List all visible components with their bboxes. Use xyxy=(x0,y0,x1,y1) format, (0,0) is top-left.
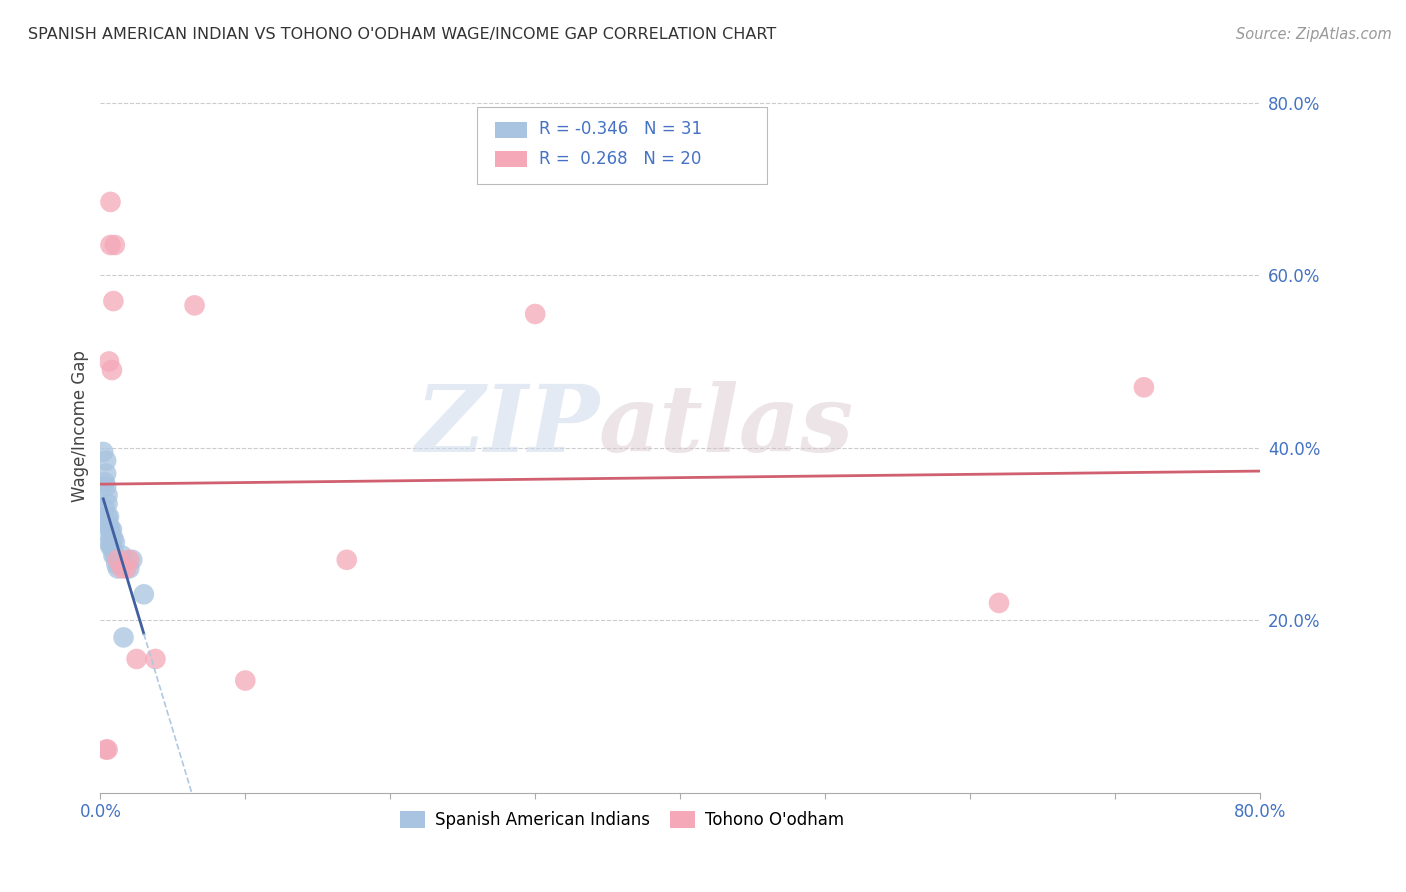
Point xyxy=(93,475,115,490)
Point xyxy=(336,553,359,567)
Point xyxy=(103,294,125,309)
Point xyxy=(104,535,127,549)
Point xyxy=(91,445,114,459)
Point xyxy=(115,561,138,575)
Point xyxy=(103,549,125,563)
Point xyxy=(132,587,155,601)
Point xyxy=(94,742,117,756)
Point xyxy=(101,523,124,537)
Point xyxy=(108,553,131,567)
Point xyxy=(98,509,121,524)
Point xyxy=(118,561,141,575)
Text: R =  0.268   N = 20: R = 0.268 N = 20 xyxy=(538,150,702,168)
Point xyxy=(183,298,205,312)
Point xyxy=(98,523,121,537)
Point xyxy=(97,488,120,502)
Point xyxy=(121,553,143,567)
FancyBboxPatch shape xyxy=(495,152,527,168)
Point xyxy=(97,509,120,524)
Point xyxy=(93,501,115,516)
Legend: Spanish American Indians, Tohono O'odham: Spanish American Indians, Tohono O'odham xyxy=(394,804,851,836)
Text: ZIP: ZIP xyxy=(415,381,599,471)
Point xyxy=(111,561,134,575)
Point xyxy=(104,549,127,563)
Point xyxy=(112,631,135,645)
Point xyxy=(94,453,117,467)
Point xyxy=(118,553,141,567)
Point xyxy=(97,497,120,511)
Point xyxy=(111,549,134,563)
Point xyxy=(97,742,120,756)
Text: atlas: atlas xyxy=(599,381,855,471)
Point xyxy=(101,540,124,554)
Point xyxy=(100,523,122,537)
Point xyxy=(145,652,167,666)
Point xyxy=(100,531,122,545)
Point xyxy=(524,307,547,321)
Point xyxy=(100,238,122,252)
Point xyxy=(103,531,125,545)
Point xyxy=(100,194,122,209)
Point xyxy=(94,479,117,493)
Point xyxy=(107,561,129,575)
FancyBboxPatch shape xyxy=(495,122,527,138)
Point xyxy=(101,363,124,377)
Point xyxy=(1133,380,1156,394)
Point xyxy=(110,557,132,571)
Text: R = -0.346   N = 31: R = -0.346 N = 31 xyxy=(538,120,702,138)
Point xyxy=(98,535,121,549)
Point xyxy=(98,518,121,533)
Point xyxy=(107,553,129,567)
Text: Source: ZipAtlas.com: Source: ZipAtlas.com xyxy=(1236,27,1392,42)
Point xyxy=(125,652,148,666)
FancyBboxPatch shape xyxy=(477,107,768,185)
Text: SPANISH AMERICAN INDIAN VS TOHONO O'ODHAM WAGE/INCOME GAP CORRELATION CHART: SPANISH AMERICAN INDIAN VS TOHONO O'ODHA… xyxy=(28,27,776,42)
Point xyxy=(105,557,128,571)
Point xyxy=(104,238,127,252)
Point xyxy=(988,596,1011,610)
Point xyxy=(94,467,117,481)
Point xyxy=(233,673,256,688)
Point xyxy=(100,540,122,554)
Point xyxy=(98,354,121,368)
Y-axis label: Wage/Income Gap: Wage/Income Gap xyxy=(72,351,89,502)
